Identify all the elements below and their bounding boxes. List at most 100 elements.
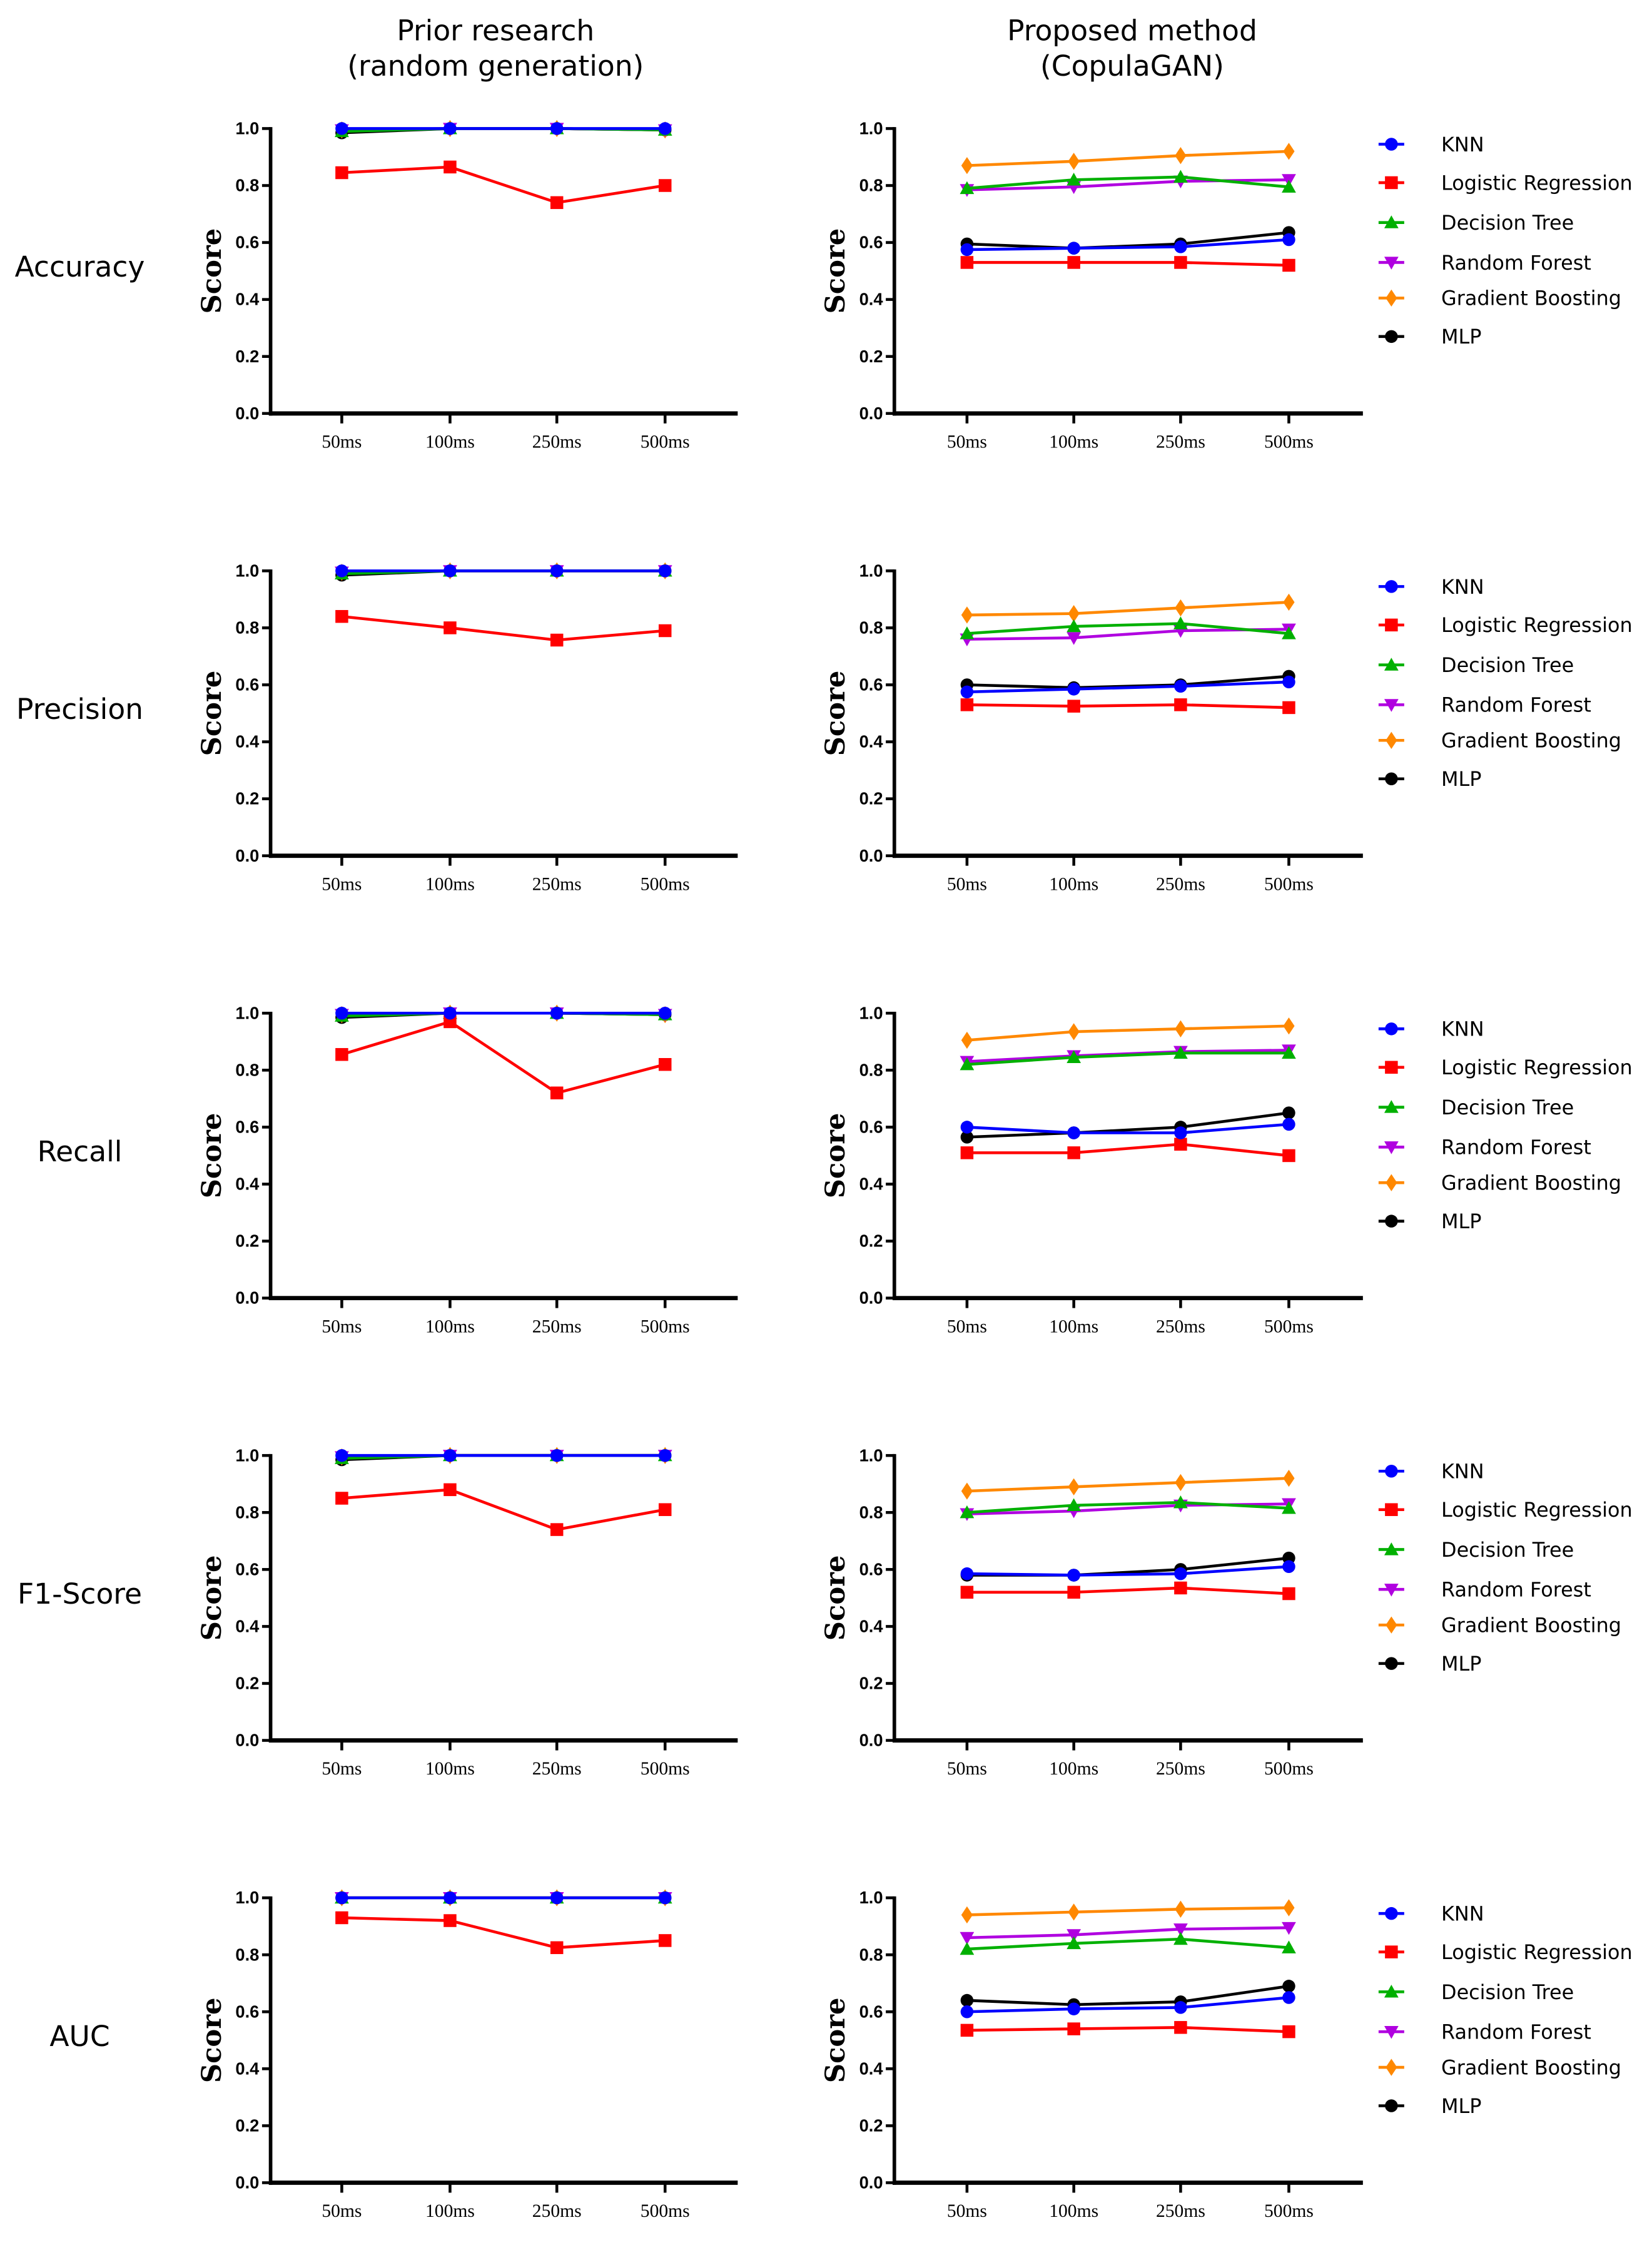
y-tick-label: 0.0 <box>235 846 259 865</box>
y-axis-label: Score <box>819 671 851 756</box>
series-gradient-boosting <box>961 1017 1295 1049</box>
data-point <box>1068 1023 1080 1041</box>
legend-item: Logistic Regression <box>1378 1940 1633 1964</box>
series-line <box>966 1501 1289 1514</box>
data-point <box>960 1505 975 1519</box>
legend-item: MLP <box>1378 2094 1481 2118</box>
y-tick-label: 0.2 <box>235 789 259 808</box>
series-knn <box>335 122 672 135</box>
data-point <box>1067 1146 1080 1159</box>
legend-item: Decision Tree <box>1378 1980 1574 2004</box>
series-line <box>966 1556 1289 1577</box>
series-line <box>966 1906 1289 1917</box>
data-point <box>1067 242 1080 255</box>
data-point <box>550 122 564 135</box>
legend-marker-icon <box>1385 1503 1398 1516</box>
data-point <box>1282 1117 1295 1131</box>
data-point <box>550 1523 564 1536</box>
data-point <box>550 1448 564 1462</box>
data-point <box>1175 599 1187 617</box>
legend-marker-icon <box>1384 1141 1399 1154</box>
legend-item: KNN <box>1378 133 1484 156</box>
y-tick-label: 1.0 <box>859 561 883 580</box>
series-line <box>966 1024 1289 1042</box>
data-point <box>1282 1940 1296 1953</box>
data-point <box>550 196 564 210</box>
legend-label: MLP <box>1441 1652 1481 1676</box>
data-point <box>960 698 974 711</box>
series-logistic-regression <box>335 609 672 647</box>
data-point <box>1067 700 1080 713</box>
y-tick-label: 1.0 <box>235 1888 259 1907</box>
data-point <box>658 1891 672 1905</box>
series-line <box>966 261 1289 267</box>
legend-label: MLP <box>1441 1209 1481 1233</box>
legend-recall: KNN Logistic Regression Decision Tree Rando… <box>1378 1017 1633 1233</box>
legend-label: Logistic Regression <box>1441 1056 1633 1079</box>
series-logistic-regression <box>960 256 1295 272</box>
data-point <box>1067 683 1080 696</box>
proposed-plot-auc: Score 0.0 0.2 0.4 0.6 0.8 1.0 50ms 100ms 250ms 500… <box>819 1888 1363 2221</box>
legend-marker-icon <box>1385 1945 1398 1958</box>
series-line <box>341 1020 666 1095</box>
series-decision-tree <box>960 1046 1296 1071</box>
data-point <box>1282 701 1295 715</box>
proposed-plot-precision: Score 0.0 0.2 0.4 0.6 0.8 1.0 50ms 100ms 250ms 500… <box>819 561 1363 894</box>
y-tick-label: 1.0 <box>235 119 259 138</box>
series-line <box>966 1926 1289 1940</box>
data-point <box>1282 1501 1296 1514</box>
legend-marker-icon <box>1385 330 1398 344</box>
data-point <box>960 626 975 639</box>
legend-item: KNN <box>1378 1460 1484 1484</box>
legend-marker-icon <box>1384 1584 1399 1597</box>
legend-item: Gradient Boosting <box>1378 1614 1621 1637</box>
series-logistic-regression <box>960 1581 1295 1601</box>
data-point <box>1282 1149 1295 1163</box>
y-tick-label: 0.4 <box>235 1174 260 1194</box>
legend-item: MLP <box>1378 767 1481 791</box>
y-tick-label: 1.0 <box>859 1888 883 1907</box>
prior-plot-recall: Score 0.0 0.2 0.4 0.6 0.8 1.0 50ms 100ms 250ms 500… <box>196 1003 738 1336</box>
legend-item: KNN <box>1378 1902 1484 1926</box>
x-tick-label: 250ms <box>532 432 582 452</box>
series-gradient-boosting <box>961 1469 1295 1500</box>
x-tick-label: 50ms <box>947 2201 987 2221</box>
data-point <box>1175 1020 1187 1037</box>
legend-item: Logistic Regression <box>1378 1498 1633 1522</box>
data-point <box>658 624 672 638</box>
x-tick-label: 50ms <box>947 432 987 452</box>
series-logistic-regression <box>960 1138 1295 1163</box>
series-logistic-regression <box>335 160 672 210</box>
data-point <box>1067 2002 1080 2015</box>
y-tick-label: 0.4 <box>235 1617 260 1636</box>
series-mlp <box>960 1980 1295 2012</box>
y-tick-label: 0.8 <box>859 1060 883 1079</box>
legend-item: Decision Tree <box>1378 211 1574 235</box>
data-point <box>550 564 564 578</box>
legend-item: Decision Tree <box>1378 1538 1574 1562</box>
data-point <box>443 160 457 174</box>
x-tick-label: 50ms <box>322 1316 362 1336</box>
data-point <box>960 1586 974 1599</box>
y-tick-label: 0.0 <box>235 2173 259 2192</box>
y-tick-label: 0.6 <box>859 1559 883 1579</box>
x-tick-label: 50ms <box>322 874 362 894</box>
series-line <box>342 614 666 642</box>
y-tick-label: 0.8 <box>235 618 259 638</box>
legend-label: Logistic Regression <box>1441 1498 1633 1522</box>
legend-marker-icon <box>1384 215 1399 228</box>
legend-f1-score: KNN Logistic Regression Decision Tree Rando… <box>1378 1460 1633 1676</box>
proposed-plot-accuracy: Score 0.0 0.2 0.4 0.6 0.8 1.0 50ms 100ms 250ms 500… <box>819 119 1363 452</box>
series-line <box>966 674 1289 690</box>
legend-auc: KNN Logistic Regression Decision Tree Rando… <box>1378 1902 1633 2118</box>
data-point <box>443 564 457 578</box>
legend-label: KNN <box>1441 133 1484 156</box>
data-point <box>1175 147 1187 165</box>
x-tick-label: 50ms <box>322 432 362 452</box>
series-line <box>966 1051 1289 1066</box>
data-point <box>1174 1567 1187 1581</box>
x-tick-label: 250ms <box>1156 432 1205 452</box>
y-tick-label: 0.2 <box>235 347 259 366</box>
data-point <box>1173 616 1188 629</box>
